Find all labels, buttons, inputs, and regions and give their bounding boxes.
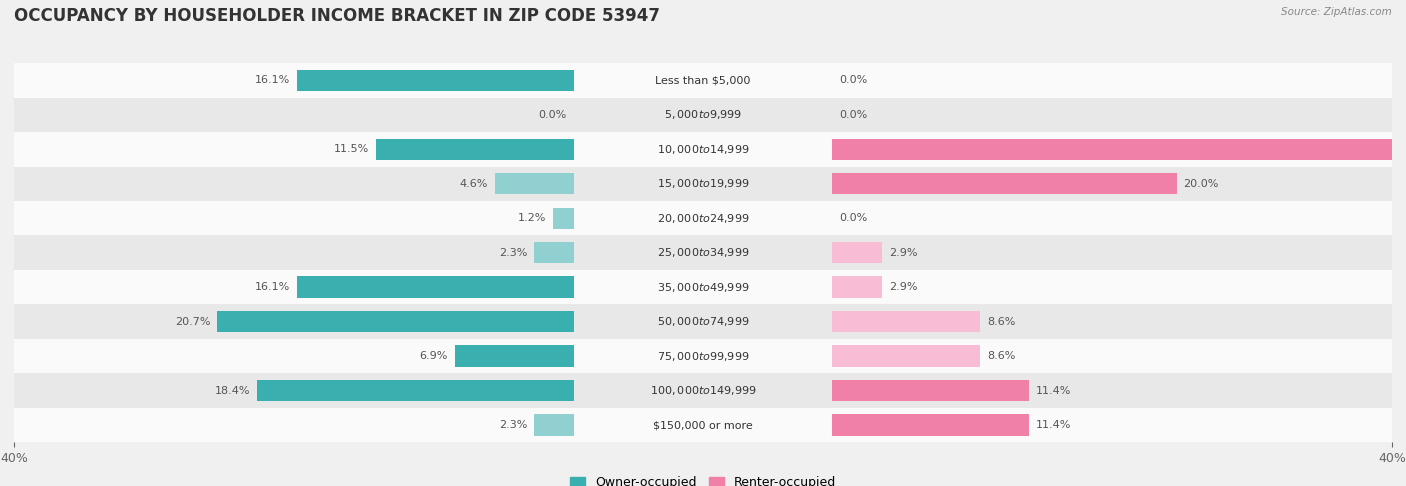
Text: $50,000 to $74,999: $50,000 to $74,999	[657, 315, 749, 328]
Bar	[456, 346, 574, 367]
Text: Source: ZipAtlas.com: Source: ZipAtlas.com	[1281, 7, 1392, 17]
Bar	[832, 415, 1029, 436]
Text: 1.2%: 1.2%	[517, 213, 547, 223]
Text: OCCUPANCY BY HOUSEHOLDER INCOME BRACKET IN ZIP CODE 53947: OCCUPANCY BY HOUSEHOLDER INCOME BRACKET …	[14, 7, 659, 25]
Text: 0.0%: 0.0%	[538, 110, 567, 120]
Bar	[375, 139, 574, 160]
Text: $10,000 to $14,999: $10,000 to $14,999	[657, 143, 749, 156]
Text: 16.1%: 16.1%	[254, 75, 290, 86]
Text: $25,000 to $34,999: $25,000 to $34,999	[657, 246, 749, 259]
Bar	[553, 208, 574, 229]
Bar	[534, 415, 574, 436]
Text: 16.1%: 16.1%	[254, 282, 290, 292]
Bar	[832, 277, 882, 298]
Text: Less than $5,000: Less than $5,000	[655, 75, 751, 86]
Bar	[832, 242, 882, 263]
Bar	[832, 173, 1177, 194]
Text: 8.6%: 8.6%	[987, 317, 1015, 327]
Bar	[14, 304, 1392, 339]
Text: 2.3%: 2.3%	[499, 420, 527, 430]
Bar	[14, 408, 1392, 442]
Bar	[218, 311, 574, 332]
Bar	[14, 167, 1392, 201]
Text: $5,000 to $9,999: $5,000 to $9,999	[664, 108, 742, 122]
Text: 0.0%: 0.0%	[839, 110, 868, 120]
Text: 0.0%: 0.0%	[839, 75, 868, 86]
Bar	[14, 63, 1392, 98]
Bar	[257, 380, 574, 401]
Bar	[297, 69, 574, 91]
Bar	[14, 132, 1392, 167]
Bar	[14, 98, 1392, 132]
Text: $20,000 to $24,999: $20,000 to $24,999	[657, 212, 749, 225]
Text: 11.4%: 11.4%	[1035, 420, 1071, 430]
Text: $35,000 to $49,999: $35,000 to $49,999	[657, 281, 749, 294]
Bar	[14, 201, 1392, 236]
Text: 20.7%: 20.7%	[174, 317, 211, 327]
Bar	[14, 236, 1392, 270]
Bar	[832, 311, 980, 332]
Bar	[14, 339, 1392, 373]
Text: $15,000 to $19,999: $15,000 to $19,999	[657, 177, 749, 191]
Text: $150,000 or more: $150,000 or more	[654, 420, 752, 430]
Bar	[832, 380, 1029, 401]
Legend: Owner-occupied, Renter-occupied: Owner-occupied, Renter-occupied	[565, 471, 841, 486]
Text: $100,000 to $149,999: $100,000 to $149,999	[650, 384, 756, 397]
Text: 11.5%: 11.5%	[333, 144, 368, 155]
Bar	[832, 139, 1406, 160]
Text: 11.4%: 11.4%	[1035, 385, 1071, 396]
Bar	[495, 173, 574, 194]
Text: 2.9%: 2.9%	[889, 282, 918, 292]
Text: $75,000 to $99,999: $75,000 to $99,999	[657, 349, 749, 363]
Bar	[14, 373, 1392, 408]
Text: 20.0%: 20.0%	[1184, 179, 1219, 189]
Bar	[14, 270, 1392, 304]
Bar	[297, 277, 574, 298]
Bar	[832, 346, 980, 367]
Text: 2.3%: 2.3%	[499, 248, 527, 258]
Text: 2.9%: 2.9%	[889, 248, 918, 258]
Text: 0.0%: 0.0%	[839, 213, 868, 223]
Text: 8.6%: 8.6%	[987, 351, 1015, 361]
Text: 6.9%: 6.9%	[420, 351, 449, 361]
Text: 18.4%: 18.4%	[215, 385, 250, 396]
Bar	[534, 242, 574, 263]
Text: 4.6%: 4.6%	[460, 179, 488, 189]
